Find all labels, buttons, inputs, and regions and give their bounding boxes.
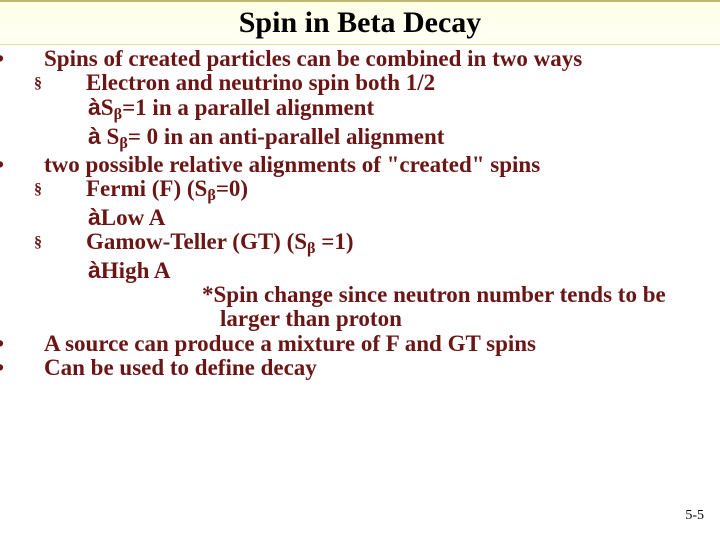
bullet-4: •Can be used to define decay — [20, 356, 700, 380]
arrow-text: High A — [101, 258, 171, 283]
text-pre: Fermi (F) (S — [86, 176, 207, 201]
text-sub: β — [119, 135, 127, 152]
bullet-icon: • — [20, 356, 44, 380]
arrow-icon: à — [88, 94, 101, 120]
bullet-2-text: two possible relative alignments of "cre… — [44, 152, 540, 177]
text-post: =0) — [216, 176, 248, 201]
text-post: =1 in a parallel alignment — [122, 95, 374, 120]
bullet-1-sub-1: §Electron and neutrino spin both 1/2 — [20, 71, 700, 95]
text-sub: β — [114, 106, 122, 123]
text-sub: β — [307, 240, 315, 257]
text-post: = 0 in an anti-parallel alignment — [128, 124, 445, 149]
page-title: Spin in Beta Decay — [239, 6, 482, 39]
bullet-2-sub-2: §Gamow-Teller (GT) (Sβ =1) — [20, 230, 700, 258]
bullet-2-sub-2-arrow-1: àHigh A — [20, 258, 700, 283]
arrow-text: Low A — [101, 205, 166, 230]
text-sub: β — [207, 187, 215, 204]
bullet-icon: • — [20, 153, 44, 177]
text-pre: S — [101, 124, 120, 149]
arrow-icon: à — [88, 204, 101, 230]
square-icon: § — [60, 76, 86, 93]
text-pre: S — [101, 95, 114, 120]
bullet-1-text: Spins of created particles can be combin… — [44, 46, 582, 71]
bullet-1-sub-1-arrow-2: à Sβ= 0 in an anti-parallel alignment — [20, 124, 700, 153]
bullet-2-sub-1: §Fermi (F) (Sβ=0) — [20, 177, 700, 205]
bullet-icon: • — [20, 47, 44, 71]
page-number: 5-5 — [685, 508, 704, 524]
bullet-1: •Spins of created particles can be combi… — [20, 47, 700, 71]
bullet-3: •A source can produce a mixture of F and… — [20, 332, 700, 356]
bullet-2-sub-2-star: *Spin change since neutron number tends … — [20, 283, 700, 331]
text-post: =1) — [316, 229, 354, 254]
bullet-2-sub-1-arrow-1: àLow A — [20, 205, 700, 230]
bullet-4-text: Can be used to define decay — [44, 355, 317, 380]
bullet-2: •two possible relative alignments of "cr… — [20, 153, 700, 177]
title-bar: Spin in Beta Decay — [0, 0, 720, 45]
bullet-1-sub-1-text: Electron and neutrino spin both 1/2 — [86, 70, 435, 95]
bullet-1-sub-1-arrow-1: àSβ=1 in a parallel alignment — [20, 95, 700, 124]
arrow-icon: à — [88, 257, 101, 283]
square-icon: § — [60, 235, 86, 252]
square-icon: § — [60, 182, 86, 199]
text-pre: Gamow-Teller (GT) (S — [86, 229, 307, 254]
star-icon: * — [202, 282, 214, 307]
bullet-3-text: A source can produce a mixture of F and … — [44, 331, 536, 356]
star-text: Spin change since neutron number tends t… — [214, 282, 666, 331]
arrow-icon: à — [88, 123, 101, 149]
slide-content: •Spins of created particles can be combi… — [0, 45, 720, 380]
bullet-icon: • — [20, 332, 44, 356]
